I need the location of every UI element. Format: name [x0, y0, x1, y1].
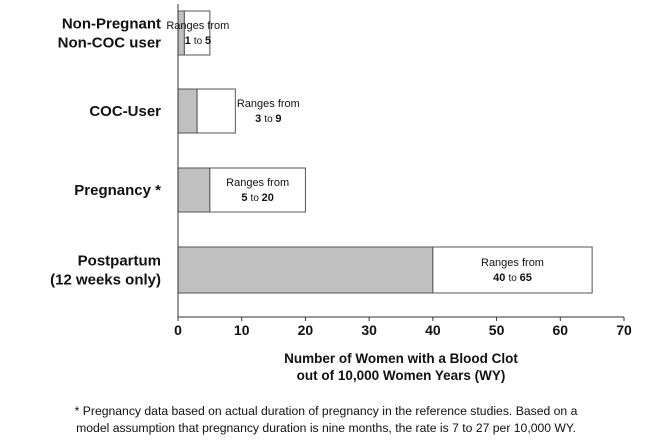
x-tick-label-3: 30 — [361, 322, 377, 338]
x-axis-title: Number of Women with a Blood Clot out of … — [284, 351, 518, 383]
range-annotation-3: Ranges from 40 to 65 — [481, 257, 544, 284]
bar-minimum-1 — [177, 88, 198, 134]
x-tick-label-6: 60 — [552, 322, 568, 338]
range-annotation-1: Ranges from 3 to 9 — [237, 98, 300, 125]
x-tick-label-5: 50 — [489, 322, 505, 338]
range-annotation-values-0: 1 to 5 — [185, 35, 211, 47]
bar-range-3 — [432, 246, 593, 294]
category-label-2: Pregnancy * — [74, 182, 161, 199]
category-label-3: Postpartum (12 weeks only) — [50, 253, 161, 289]
range-annotation-line1-3: Ranges from — [481, 257, 544, 269]
bar-range-2 — [209, 167, 306, 213]
bar-minimum-3 — [177, 246, 434, 294]
x-tick-label-0: 0 — [174, 322, 182, 338]
range-annotation-line1-0: Ranges from — [166, 20, 229, 32]
range-annotation-values-2: 5 to 20 — [241, 192, 274, 204]
category-label-1: COC-User — [89, 103, 161, 120]
range-annotation-2: Ranges from 5 to 20 — [226, 177, 289, 204]
range-annotation-line1-1: Ranges from — [237, 98, 300, 110]
category-label-0: Non-Pregnant Non-COC user — [58, 16, 162, 52]
blood-clot-chart: Non-Pregnant Non-COC user Ranges from 1 to … — [50, 4, 632, 383]
bar-range-1 — [196, 88, 236, 134]
footnote-line-1: * Pregnancy data based on actual duratio… — [74, 404, 578, 418]
range-annotation-values-3: 40 to 65 — [493, 272, 532, 284]
range-annotation-line1-2: Ranges from — [226, 177, 289, 189]
range-annotation-values-1: 3 to 9 — [255, 113, 281, 125]
bar-range-0 — [183, 10, 211, 56]
x-tick-label-1: 10 — [234, 322, 250, 338]
footnote-line-2: model assumption that pregnancy duration… — [76, 421, 576, 435]
x-tick-label-2: 20 — [298, 322, 314, 338]
x-tick-label-4: 40 — [425, 322, 441, 338]
footnote: * Pregnancy data based on actual duratio… — [8, 403, 644, 437]
bar-minimum-2 — [177, 167, 211, 213]
bar-minimum-0 — [177, 10, 185, 56]
range-annotation-0: Ranges from 1 to 5 — [166, 20, 229, 47]
x-tick-label-7: 70 — [616, 322, 632, 338]
